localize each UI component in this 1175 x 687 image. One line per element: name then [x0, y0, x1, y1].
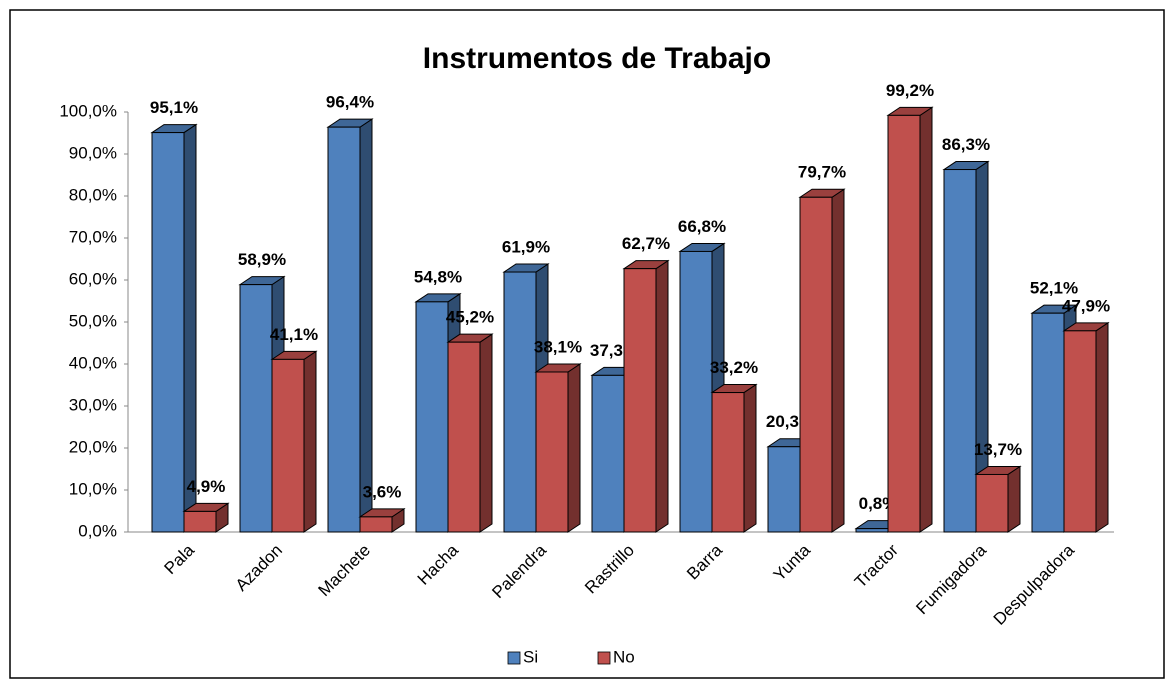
legend-swatch	[507, 651, 521, 665]
bar-side	[479, 333, 493, 533]
bar-side	[743, 383, 757, 533]
bar-front	[679, 250, 713, 533]
y-tick-label: 90,0%	[69, 143, 117, 162]
bar-front	[591, 374, 625, 533]
bar	[150, 123, 198, 533]
legend-label: No	[613, 647, 635, 666]
value-label: 4,9%	[187, 477, 226, 496]
bar-side	[567, 363, 581, 533]
bar	[974, 465, 1022, 533]
value-label: 99,2%	[886, 81, 934, 100]
bar-side	[303, 350, 317, 533]
value-label: 96,4%	[326, 93, 374, 112]
bar-front	[271, 358, 305, 533]
value-label: 61,9%	[502, 238, 550, 257]
bar-front	[943, 169, 977, 533]
bar-front	[239, 284, 273, 533]
bar-side	[183, 123, 197, 533]
bar-side	[1095, 321, 1109, 533]
y-tick-label: 70,0%	[69, 227, 117, 246]
value-label: 58,9%	[238, 250, 286, 269]
bar-front	[975, 473, 1009, 533]
bar-side	[919, 106, 933, 533]
bar-front	[799, 196, 833, 533]
bar-side	[831, 188, 845, 533]
bar	[358, 507, 406, 533]
bar	[886, 106, 934, 533]
bar-front	[415, 301, 449, 533]
bar	[942, 160, 990, 533]
y-tick-label: 40,0%	[69, 353, 117, 372]
y-tick-label: 30,0%	[69, 395, 117, 414]
value-label: 33,2%	[710, 358, 758, 377]
bar-front	[359, 516, 393, 533]
y-tick-label: 100,0%	[59, 101, 117, 120]
bar-front	[711, 392, 745, 533]
y-tick-label: 10,0%	[69, 479, 117, 498]
bar	[534, 363, 582, 533]
legend-label: Si	[523, 647, 538, 666]
bar-front	[151, 132, 185, 533]
bar-front	[855, 528, 889, 533]
bar-front	[767, 446, 801, 533]
value-label: 52,1%	[1030, 279, 1078, 298]
value-label: 95,1%	[150, 98, 198, 117]
bar	[798, 188, 846, 533]
y-tick-label: 20,0%	[69, 437, 117, 456]
bar-side	[1007, 465, 1021, 533]
chart-title: Instrumentos de Trabajo	[423, 42, 771, 75]
bar	[710, 383, 758, 533]
y-tick-label: 50,0%	[69, 311, 117, 330]
bar-front	[327, 126, 361, 533]
bar-front	[1031, 312, 1065, 533]
bar-front	[1063, 330, 1097, 533]
y-tick-label: 80,0%	[69, 185, 117, 204]
value-label: 47,9%	[1062, 296, 1110, 315]
bar	[270, 350, 318, 533]
bar	[326, 118, 374, 533]
bar-side	[359, 118, 373, 533]
legend-swatch	[597, 651, 611, 665]
bar-front	[447, 341, 481, 533]
bar	[446, 333, 494, 533]
bar-front	[623, 268, 657, 533]
bar-side	[655, 259, 669, 533]
value-label: 62,7%	[622, 234, 670, 253]
value-label: 13,7%	[974, 440, 1022, 459]
bar	[1062, 321, 1110, 533]
bar-front	[887, 114, 921, 533]
value-label: 38,1%	[534, 337, 582, 356]
y-tick-label: 60,0%	[69, 269, 117, 288]
bar	[182, 502, 230, 533]
y-tick-label: 0,0%	[78, 521, 117, 540]
value-label: 3,6%	[363, 482, 402, 501]
value-label: 86,3%	[942, 135, 990, 154]
value-label: 54,8%	[414, 267, 462, 286]
value-label: 66,8%	[678, 217, 726, 236]
bar-front	[503, 271, 537, 533]
value-label: 41,1%	[270, 325, 318, 344]
bar	[622, 259, 670, 533]
bar-front	[183, 510, 217, 533]
value-label: 45,2%	[446, 308, 494, 327]
value-label: 79,7%	[798, 163, 846, 182]
bar-front	[535, 371, 569, 533]
